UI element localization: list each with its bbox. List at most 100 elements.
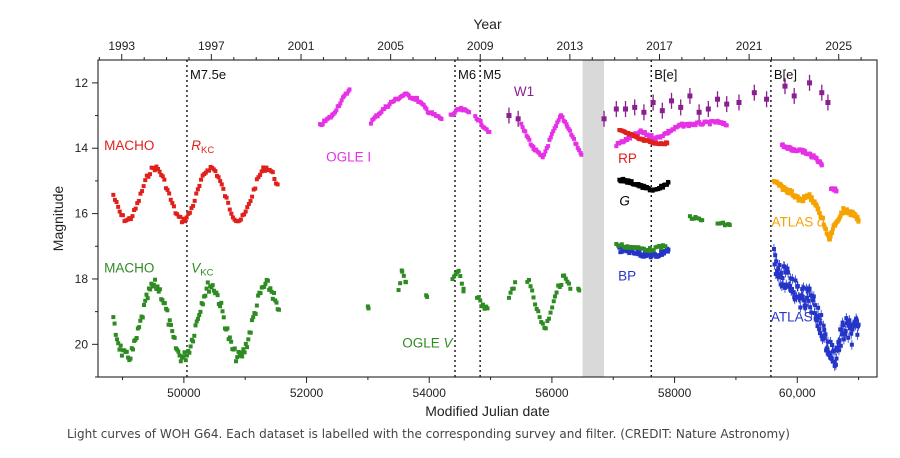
data-point — [700, 218, 705, 223]
data-point — [230, 215, 235, 220]
data-point — [807, 192, 812, 197]
data-point — [242, 350, 247, 355]
data-point — [152, 168, 157, 173]
data-point — [568, 286, 573, 291]
data-point — [783, 270, 788, 275]
light-curve-chart: M7.5e M6 M5 B[e] B[e] 50000 52000 54000 56000 58… — [50, 16, 878, 419]
top-tick-label: 2017 — [646, 39, 673, 53]
data-point — [262, 168, 267, 173]
label-ogle-i: OGLE I — [326, 149, 371, 164]
data-point — [814, 313, 819, 318]
data-point — [170, 329, 175, 334]
data-point — [182, 350, 187, 355]
data-point — [831, 359, 836, 364]
data-point — [803, 305, 808, 310]
data-point — [629, 179, 634, 184]
data-point — [547, 137, 552, 142]
data-point — [833, 186, 838, 191]
x-tick-label: 60,000 — [779, 386, 816, 400]
data-point — [270, 296, 275, 301]
data-point — [439, 116, 444, 121]
data-point — [425, 294, 430, 299]
data-point — [214, 290, 219, 295]
data-point — [614, 144, 619, 149]
data-point — [459, 105, 464, 110]
data-point — [461, 286, 466, 291]
w1-point — [515, 116, 521, 122]
data-point — [789, 191, 794, 196]
data-point — [268, 286, 273, 291]
w1-point — [764, 96, 770, 102]
data-point — [130, 214, 135, 219]
data-point — [784, 282, 789, 287]
data-point — [128, 217, 133, 222]
label-rp: RP — [618, 151, 637, 166]
label-w1: W1 — [514, 84, 534, 99]
data-point — [368, 121, 373, 126]
data-point — [819, 162, 824, 167]
data-point — [511, 286, 516, 291]
label-ogle-v: OGLE V — [402, 336, 454, 351]
data-point — [154, 164, 159, 169]
data-point — [194, 191, 199, 196]
data-point — [812, 199, 817, 204]
data-point — [659, 246, 664, 251]
data-point — [246, 201, 251, 206]
data-point — [254, 303, 259, 308]
data-point — [563, 276, 568, 281]
data-point — [485, 306, 490, 311]
data-point — [226, 200, 231, 205]
data-point — [484, 127, 489, 132]
data-point — [536, 150, 541, 155]
data-point — [817, 159, 822, 164]
data-point — [653, 137, 658, 142]
data-point — [630, 248, 635, 253]
plot-border — [97, 59, 878, 378]
data-point — [828, 234, 833, 239]
data-point — [126, 355, 131, 360]
data-point — [111, 192, 116, 197]
data-point — [666, 180, 671, 185]
label-bp: BP — [618, 269, 636, 284]
data-point — [553, 123, 558, 128]
data-point — [265, 278, 270, 283]
data-point — [452, 274, 457, 279]
data-point — [450, 277, 455, 282]
data-point — [574, 142, 579, 147]
data-point — [236, 349, 241, 354]
data-point — [116, 341, 121, 346]
data-point — [571, 136, 576, 141]
data-point — [156, 289, 161, 294]
data-point — [801, 199, 806, 204]
x-tick-label: 54000 — [413, 386, 447, 400]
shaded-region — [582, 60, 605, 377]
data-point — [557, 284, 562, 289]
data-point — [785, 188, 790, 193]
data-point — [124, 349, 129, 354]
w1-point — [506, 113, 512, 119]
data-point — [548, 310, 553, 315]
data-point — [113, 332, 118, 337]
data-point — [333, 110, 338, 115]
data-point — [248, 199, 253, 204]
data-point — [830, 227, 835, 232]
data-point — [637, 250, 642, 255]
data-point — [148, 172, 153, 177]
data-point — [648, 246, 653, 251]
data-point — [664, 182, 669, 187]
data-point — [179, 220, 184, 225]
data-point — [785, 266, 790, 271]
data-point — [843, 209, 848, 214]
data-point — [619, 179, 624, 184]
data-point — [162, 177, 167, 182]
shaded-interval — [582, 60, 605, 377]
data-point — [563, 119, 568, 124]
data-point — [665, 249, 670, 254]
data-point — [506, 295, 511, 300]
data-point — [531, 295, 536, 300]
data-point — [685, 121, 690, 126]
data-point — [829, 356, 834, 361]
data-point — [133, 206, 138, 211]
data-point — [827, 350, 832, 355]
series-bp — [617, 245, 671, 260]
